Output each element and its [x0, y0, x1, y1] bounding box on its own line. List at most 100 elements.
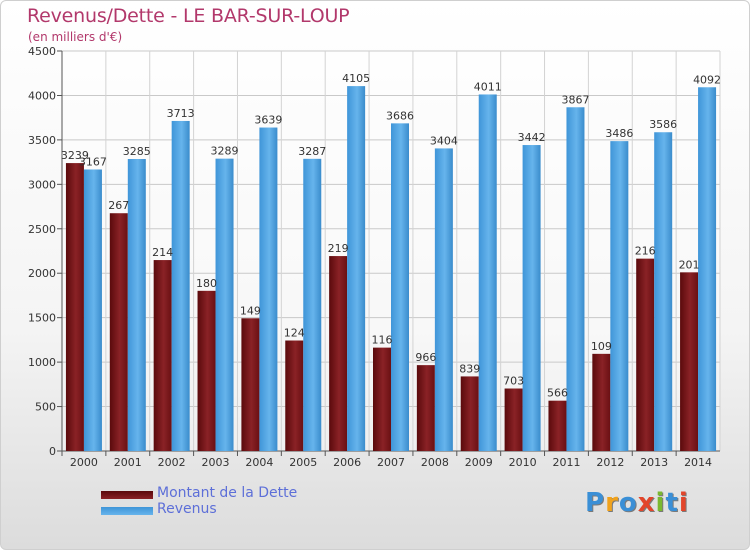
- x-tick-label: 2012: [596, 456, 624, 469]
- bar-revenus: [478, 94, 497, 451]
- data-label-revenus: 4011: [474, 80, 502, 93]
- logo-letter: i: [655, 488, 666, 518]
- data-label-revenus: 3289: [211, 145, 239, 158]
- bar-revenus: [83, 169, 102, 451]
- bar-revenus: [215, 158, 234, 451]
- data-label-dette: 966: [415, 351, 436, 364]
- data-label-dette: 703: [503, 375, 524, 388]
- bar-dette: [636, 258, 655, 451]
- bar-revenus: [127, 159, 146, 451]
- logo-letter: o: [618, 488, 638, 518]
- data-label-revenus: 3486: [605, 127, 633, 140]
- x-tick-label: 2003: [202, 456, 230, 469]
- x-tick-label: 2004: [245, 456, 273, 469]
- data-label-dette: 839: [459, 362, 480, 375]
- bar-dette: [592, 353, 611, 451]
- bar-dette: [109, 213, 128, 451]
- data-label-dette: 149: [240, 304, 261, 317]
- bar-dette: [416, 365, 435, 451]
- bar-dette: [329, 256, 348, 451]
- logo-letter: P: [585, 488, 606, 518]
- chart-title: Revenus/Dette - LE BAR-SUR-LOUP: [27, 5, 350, 27]
- x-tick-label: 2008: [421, 456, 449, 469]
- y-tick-label: 1500: [28, 312, 56, 325]
- proxiti-logo: Proxiti: [585, 488, 689, 518]
- bar-revenus: [259, 127, 278, 452]
- bar-dette: [548, 400, 567, 451]
- logo-letter: x: [637, 488, 656, 518]
- bar-dette: [65, 163, 84, 452]
- data-label-revenus: 3404: [430, 134, 458, 147]
- logo-letter: i: [678, 488, 689, 518]
- bar-dette: [504, 388, 523, 451]
- data-label-revenus: 4092: [693, 73, 721, 86]
- y-tick-label: 0: [49, 445, 56, 458]
- bar-dette: [197, 290, 216, 451]
- y-tick-label: 500: [35, 401, 56, 414]
- y-tick-label: 4000: [28, 89, 56, 102]
- bar-revenus: [391, 123, 409, 451]
- bar-revenus: [347, 86, 366, 451]
- x-tick-label: 2006: [333, 456, 361, 469]
- data-label-revenus: 3867: [561, 93, 589, 106]
- y-tick-label: 4500: [28, 45, 56, 58]
- data-label-revenus: 3686: [386, 109, 414, 122]
- data-label-revenus: 4105: [342, 72, 370, 85]
- data-label-dette: 124: [284, 327, 305, 340]
- bar-dette: [285, 340, 304, 451]
- bar-dette: [373, 347, 391, 451]
- x-tick-label: 2011: [552, 456, 580, 469]
- data-label-dette: 116: [372, 334, 393, 347]
- data-label-revenus: 3167: [79, 155, 107, 168]
- data-label-dette: 3239: [61, 149, 89, 162]
- bar-dette: [241, 318, 260, 451]
- data-label-revenus: 3639: [254, 114, 282, 127]
- logo-letter: r: [605, 488, 619, 518]
- legend-swatch-dette: [101, 491, 153, 499]
- y-tick-label: 3500: [28, 134, 56, 147]
- bar-dette: [460, 376, 479, 451]
- bar-revenus: [522, 145, 541, 452]
- data-label-dette: 201: [679, 258, 700, 271]
- legend-label-revenus: Revenus: [157, 501, 217, 517]
- axis-layer: 0 500 1000 1500 2000 2500 3000 3500 4000 4500 2000…: [28, 45, 720, 469]
- legend-label-dette: Montant de la Dette: [157, 485, 298, 501]
- data-label-dette: 109: [591, 340, 612, 353]
- bar-dette: [680, 272, 699, 451]
- x-tick-label: 2007: [377, 456, 405, 469]
- x-tick-label: 2010: [509, 456, 537, 469]
- bar-revenus: [654, 132, 673, 451]
- y-tick-label: 3000: [28, 178, 56, 191]
- x-tick-label: 2002: [158, 456, 186, 469]
- x-tick-label: 2005: [289, 456, 317, 469]
- y-tick-label: 1000: [28, 356, 56, 369]
- data-label-revenus: 3442: [518, 131, 546, 144]
- x-tick-label: 2001: [114, 456, 142, 469]
- bar-revenus: [610, 141, 629, 451]
- data-label-dette: 566: [547, 387, 568, 400]
- data-label-revenus: 3285: [123, 145, 151, 158]
- data-label-dette: 214: [152, 246, 173, 259]
- data-label-dette: 219: [328, 242, 349, 255]
- data-label-revenus: 3287: [298, 145, 326, 158]
- logo-letter: t: [665, 488, 679, 518]
- data-label-dette: 216: [635, 245, 656, 258]
- x-tick-label: 2014: [684, 456, 712, 469]
- x-tick-label: 2009: [465, 456, 493, 469]
- bar-revenus: [698, 87, 717, 452]
- data-label-revenus: 3586: [649, 118, 677, 131]
- bar-revenus: [171, 120, 190, 451]
- data-label-revenus: 3713: [167, 107, 195, 120]
- data-label-dette: 180: [196, 277, 217, 290]
- y-tick-label: 2000: [28, 267, 56, 280]
- bar-revenus: [434, 148, 453, 451]
- bar-revenus: [303, 158, 322, 452]
- chart-subtitle: (en milliers d'€): [28, 30, 123, 44]
- bar-revenus: [566, 107, 585, 452]
- y-tick-label: 2500: [28, 223, 56, 236]
- x-tick-label: 2013: [640, 456, 668, 469]
- bar-layer: [65, 86, 717, 452]
